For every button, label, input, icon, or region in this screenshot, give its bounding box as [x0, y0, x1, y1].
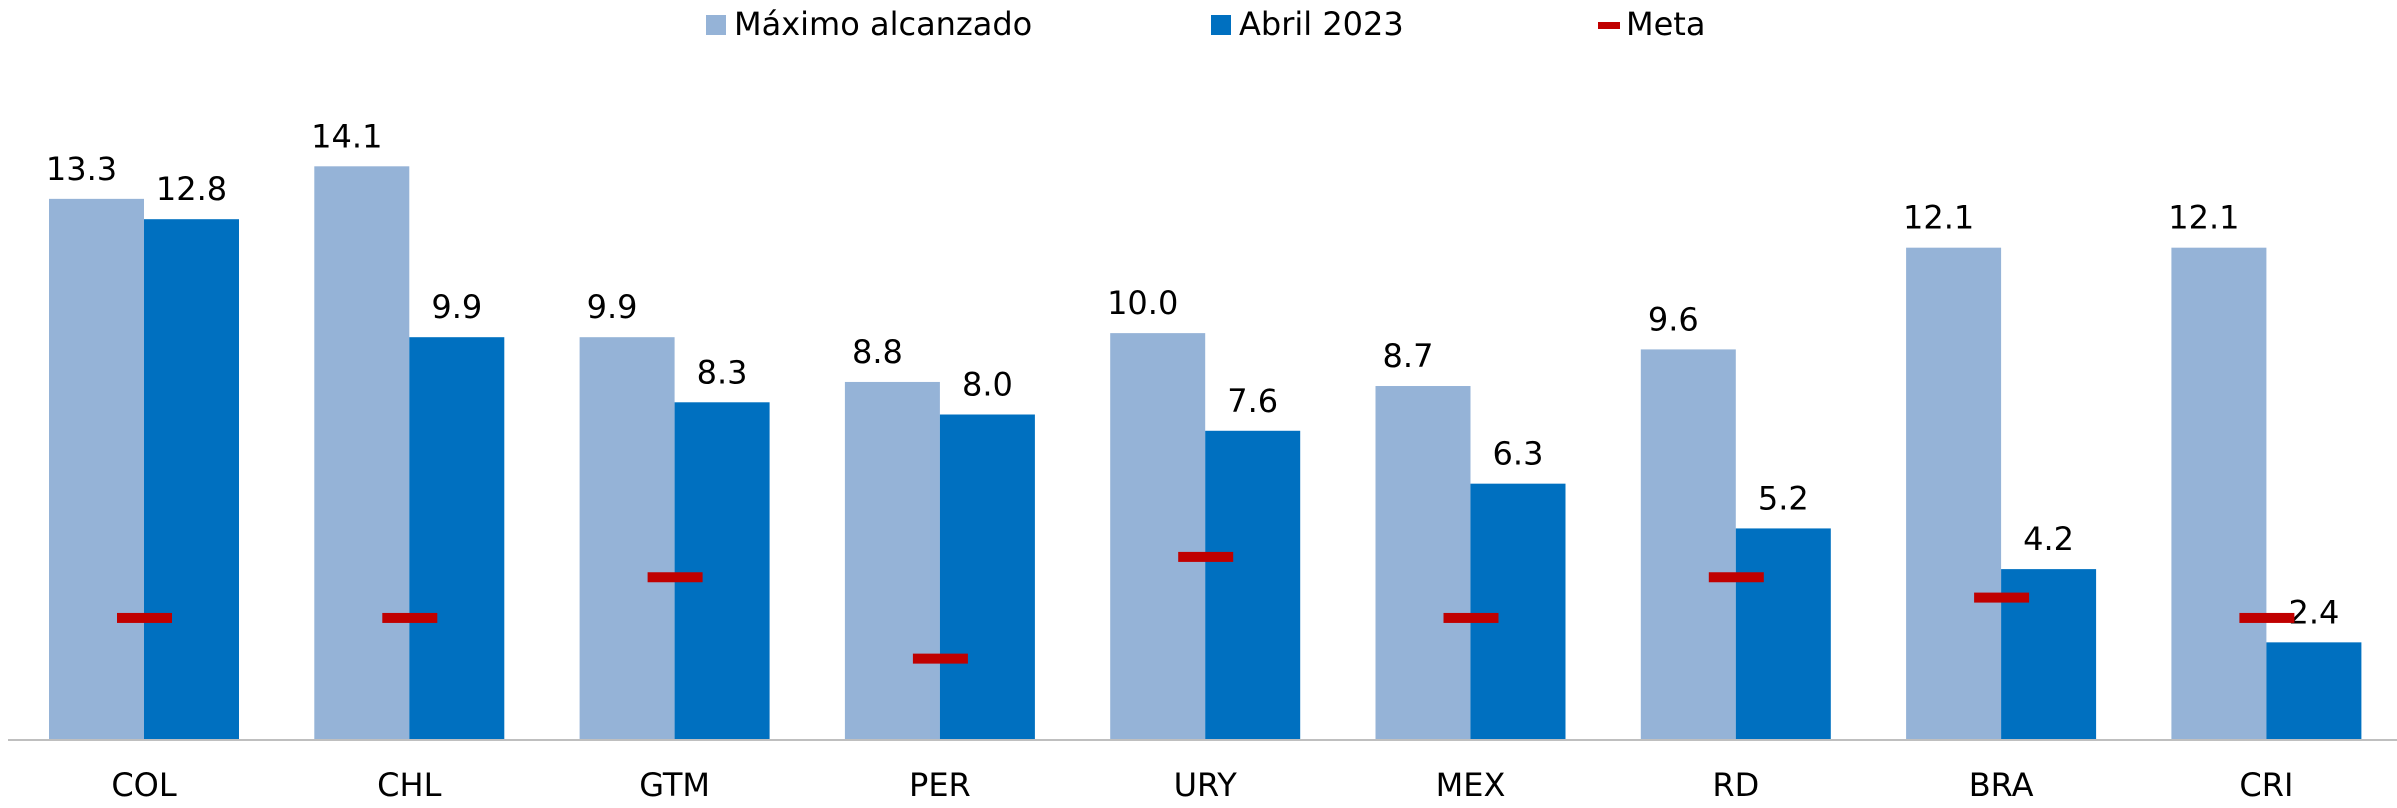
legend-marker — [1598, 22, 1620, 29]
data-label: 8.8 — [852, 333, 903, 371]
bar — [409, 337, 505, 740]
x-tick-label: URY — [1174, 766, 1238, 804]
data-label: 6.3 — [1493, 435, 1544, 473]
data-label: 9.6 — [1648, 300, 1699, 338]
data-label: 9.9 — [587, 288, 638, 326]
x-tick-label: COL — [111, 766, 177, 804]
bar — [1906, 247, 2002, 740]
legend-label: Abril 2023 — [1239, 5, 1404, 43]
bar — [49, 198, 144, 740]
target-marker — [382, 612, 438, 623]
target-marker — [2239, 612, 2295, 623]
bar — [1375, 386, 1471, 740]
target-marker — [647, 572, 703, 583]
target-marker — [1708, 572, 1764, 583]
legend-label: Máximo alcanzado — [734, 5, 1032, 43]
bar — [939, 414, 1035, 740]
data-label: 12.1 — [1903, 199, 1974, 237]
x-tick-label: BRA — [1969, 766, 2034, 804]
target-marker — [1178, 551, 1234, 562]
data-label: 8.0 — [962, 366, 1013, 404]
bar — [844, 381, 940, 740]
bar — [2266, 642, 2362, 740]
data-label: 9.9 — [431, 288, 482, 326]
x-tick-label: CRI — [2239, 766, 2293, 804]
data-label: 8.3 — [697, 353, 748, 391]
bar — [579, 337, 675, 740]
x-tick-label: PER — [909, 766, 971, 804]
data-label: 7.6 — [1227, 382, 1278, 420]
bar — [674, 402, 770, 740]
target-marker — [117, 612, 172, 623]
data-label: 14.1 — [311, 117, 382, 155]
bar — [1640, 349, 1736, 740]
data-label: 2.4 — [2288, 593, 2339, 631]
x-tick-label: GTM — [639, 766, 710, 804]
bar — [1205, 430, 1301, 740]
target-marker — [1974, 592, 2030, 603]
bar — [1735, 528, 1831, 740]
legend-marker — [706, 15, 726, 35]
bar — [2171, 247, 2267, 740]
data-label: 5.2 — [1758, 479, 1809, 517]
data-label: 13.3 — [46, 150, 117, 188]
target-marker — [1443, 612, 1499, 623]
data-label: 4.2 — [2023, 520, 2074, 558]
data-label: 8.7 — [1383, 337, 1434, 375]
target-marker — [912, 653, 968, 664]
legend-label: Meta — [1626, 5, 1705, 43]
bar — [314, 166, 410, 740]
x-tick-label: RD — [1712, 766, 1759, 804]
bar — [1470, 483, 1566, 740]
data-label: 12.1 — [2168, 199, 2239, 237]
data-label: 10.0 — [1107, 284, 1178, 322]
legend-marker — [1211, 15, 1231, 35]
bar — [1110, 333, 1206, 740]
x-tick-label: MEX — [1436, 766, 1506, 804]
data-label: 12.8 — [156, 170, 227, 208]
x-tick-label: CHL — [377, 766, 441, 804]
bar — [144, 219, 239, 740]
